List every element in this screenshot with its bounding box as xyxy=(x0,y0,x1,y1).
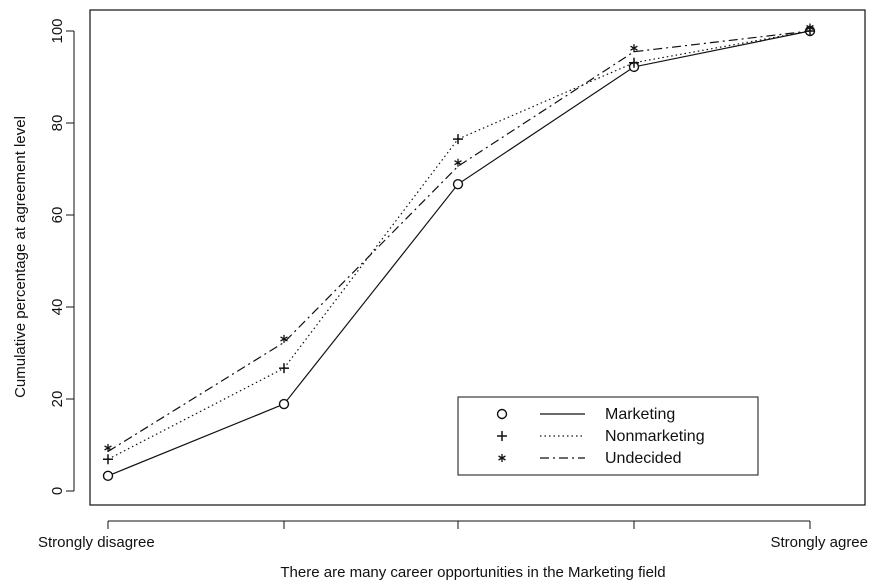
data-point-marketing xyxy=(452,178,464,190)
data-point-nonmarketing xyxy=(453,134,463,145)
legend-label-nonmarketing: Nonmarketing xyxy=(605,428,705,445)
y-tick-label: 0 xyxy=(49,487,66,495)
legend-label-undecided: Undecided xyxy=(605,450,682,467)
legend-box xyxy=(457,396,759,476)
data-point-nonmarketing xyxy=(629,57,639,68)
y-axis-label: Cumulative percentage at agreement level xyxy=(12,116,29,398)
legend-marker-marketing xyxy=(496,408,508,420)
y-axis: 0 20 40 60 80 100 xyxy=(49,18,75,495)
data-point-nonmarketing xyxy=(279,363,289,374)
data-point-marketing xyxy=(278,398,290,410)
legend: Marketing Nonmarketing Undecided xyxy=(457,396,759,476)
y-tick-label: 60 xyxy=(49,207,66,224)
data-point-undecided xyxy=(104,443,112,452)
x-axis-label: There are many career opportunities in t… xyxy=(280,564,665,581)
series-undecided xyxy=(104,23,814,452)
y-tick-label: 20 xyxy=(49,391,66,408)
legend-item-marketing: Marketing xyxy=(496,406,675,423)
legend-marker-undecided xyxy=(498,454,506,462)
legend-marker-undecided-arm xyxy=(498,455,506,461)
x-axis: Strongly disagree Strongly agree xyxy=(38,520,868,551)
data-point-undecided-arm xyxy=(280,336,288,342)
legend-marker-nonmarketing xyxy=(497,431,507,441)
series-layer xyxy=(102,23,816,482)
data-point-marketing xyxy=(102,470,114,482)
legend-label-marketing: Marketing xyxy=(605,406,675,423)
data-point-undecided-arm xyxy=(630,45,638,51)
data-point-undecided-arm xyxy=(104,445,112,451)
legend-item-undecided: Undecided xyxy=(498,450,682,467)
y-tick-label: 100 xyxy=(49,18,66,43)
series-line-nonmarketing xyxy=(107,30,811,460)
y-tick-label: 80 xyxy=(49,115,66,132)
data-point-undecided-arm xyxy=(806,24,814,31)
plot-frame xyxy=(89,9,866,506)
data-point-nonmarketing xyxy=(103,454,113,465)
data-point-undecided xyxy=(454,158,462,167)
legend-item-nonmarketing: Nonmarketing xyxy=(497,428,705,445)
y-tick-label: 40 xyxy=(49,299,66,316)
x-tick-label: Strongly disagree xyxy=(38,534,155,551)
data-point-undecided xyxy=(806,23,814,32)
data-point-undecided xyxy=(630,44,638,53)
x-tick-label: Strongly agree xyxy=(770,534,868,551)
data-point-undecided-arm xyxy=(454,160,462,166)
series-line-undecided xyxy=(107,30,811,452)
data-point-undecided xyxy=(280,334,288,343)
